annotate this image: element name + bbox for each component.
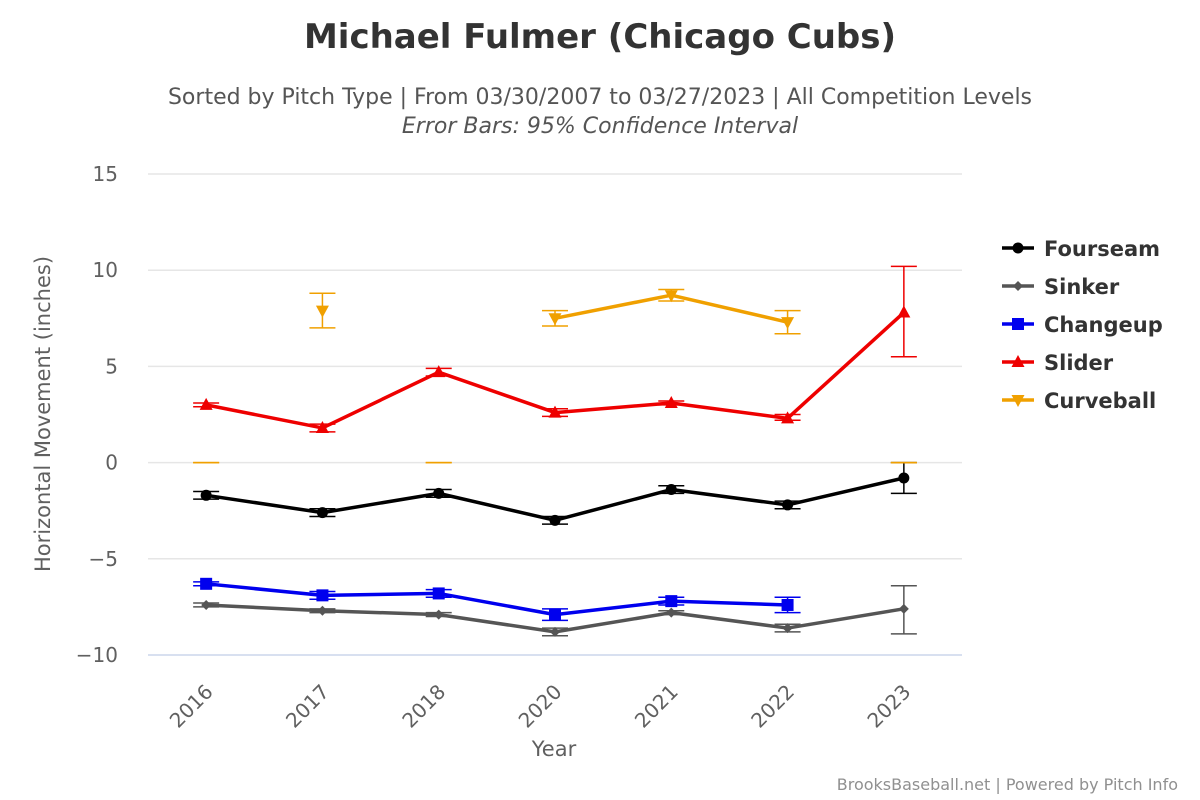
y-axis-ticks: −10 −5 0 5 10 15 xyxy=(76,162,118,667)
series-layer xyxy=(193,265,917,637)
data-point xyxy=(665,484,677,496)
legend-item-changeup[interactable]: Changeup xyxy=(1002,313,1163,337)
series-fourseam xyxy=(193,461,917,526)
data-point xyxy=(666,607,677,618)
series-line xyxy=(205,582,788,617)
y-tick-label: 15 xyxy=(93,162,118,186)
x-tick-label: 2020 xyxy=(514,680,567,733)
data-point xyxy=(665,595,678,608)
data-point xyxy=(200,489,212,501)
x-tick-label: 2018 xyxy=(397,680,450,733)
legend-label: Fourseam xyxy=(1044,237,1160,261)
y-tick-label: 10 xyxy=(93,258,118,282)
data-point xyxy=(897,305,911,318)
series-sinker xyxy=(193,584,917,637)
data-point xyxy=(549,514,561,526)
data-point xyxy=(782,623,793,634)
data-point xyxy=(898,472,910,484)
data-point xyxy=(199,397,213,410)
y-tick-label: −10 xyxy=(76,643,118,667)
data-point xyxy=(432,365,446,378)
legend-label: Sinker xyxy=(1044,275,1120,299)
series-slider xyxy=(193,265,917,433)
data-point xyxy=(201,599,212,610)
data-point xyxy=(550,626,560,637)
data-point xyxy=(781,411,795,424)
legend-item-sinker[interactable]: Sinker xyxy=(1002,275,1120,299)
data-point xyxy=(1011,395,1025,407)
grid-lines xyxy=(148,173,962,560)
data-point xyxy=(1011,355,1025,367)
data-point xyxy=(548,313,562,326)
data-point xyxy=(781,598,794,611)
data-point xyxy=(1012,242,1024,254)
x-axis-title: Year xyxy=(531,737,577,761)
data-point xyxy=(315,420,329,433)
data-point xyxy=(548,405,562,418)
data-point xyxy=(200,577,213,590)
y-axis-title: Horizontal Movement (inches) xyxy=(31,256,55,572)
legend-item-slider[interactable]: Slider xyxy=(1002,351,1114,375)
series-changeup xyxy=(193,577,801,622)
y-tick-label: 0 xyxy=(105,451,118,475)
legend: Fourseam Sinker Changeup Slider Curveball xyxy=(1002,237,1163,413)
data-point xyxy=(782,499,794,511)
data-point xyxy=(1013,281,1023,291)
data-point xyxy=(316,507,328,519)
x-tick-label: 2023 xyxy=(862,680,915,733)
chart-subtitle-error-bars: Error Bars: 95% Confidence Interval xyxy=(402,114,798,139)
data-point xyxy=(315,305,329,318)
series-curveball xyxy=(193,288,917,464)
data-point xyxy=(664,395,678,408)
data-point xyxy=(664,290,678,303)
x-tick-label: 2021 xyxy=(630,680,683,733)
legend-label: Curveball xyxy=(1044,389,1156,413)
data-point xyxy=(433,609,444,620)
data-point xyxy=(317,605,328,616)
x-axis-ticks: 2016 2017 2018 2020 2021 2022 2023 xyxy=(165,680,916,733)
data-point xyxy=(781,317,795,330)
data-point xyxy=(433,487,445,499)
series-line xyxy=(205,476,905,523)
chart-title: Michael Fulmer (Chicago Cubs) xyxy=(304,17,896,57)
data-point xyxy=(316,589,329,602)
x-tick-label: 2022 xyxy=(746,680,799,733)
data-point xyxy=(549,608,561,621)
x-tick-label: 2016 xyxy=(165,680,218,733)
data-point xyxy=(1012,318,1024,330)
legend-label: Slider xyxy=(1044,351,1114,375)
credits: BrooksBaseball.net | Powered by Pitch In… xyxy=(837,775,1178,794)
chart-subtitle: Sorted by Pitch Type | From 03/30/2007 t… xyxy=(168,85,1032,110)
legend-item-fourseam[interactable]: Fourseam xyxy=(1002,237,1160,261)
legend-label: Changeup xyxy=(1044,313,1163,337)
data-point xyxy=(432,587,445,600)
x-tick-label: 2017 xyxy=(281,680,334,733)
legend-item-curveball[interactable]: Curveball xyxy=(1002,389,1156,413)
data-point xyxy=(898,603,909,614)
y-tick-label: −5 xyxy=(89,547,118,571)
y-tick-label: 5 xyxy=(105,354,118,378)
